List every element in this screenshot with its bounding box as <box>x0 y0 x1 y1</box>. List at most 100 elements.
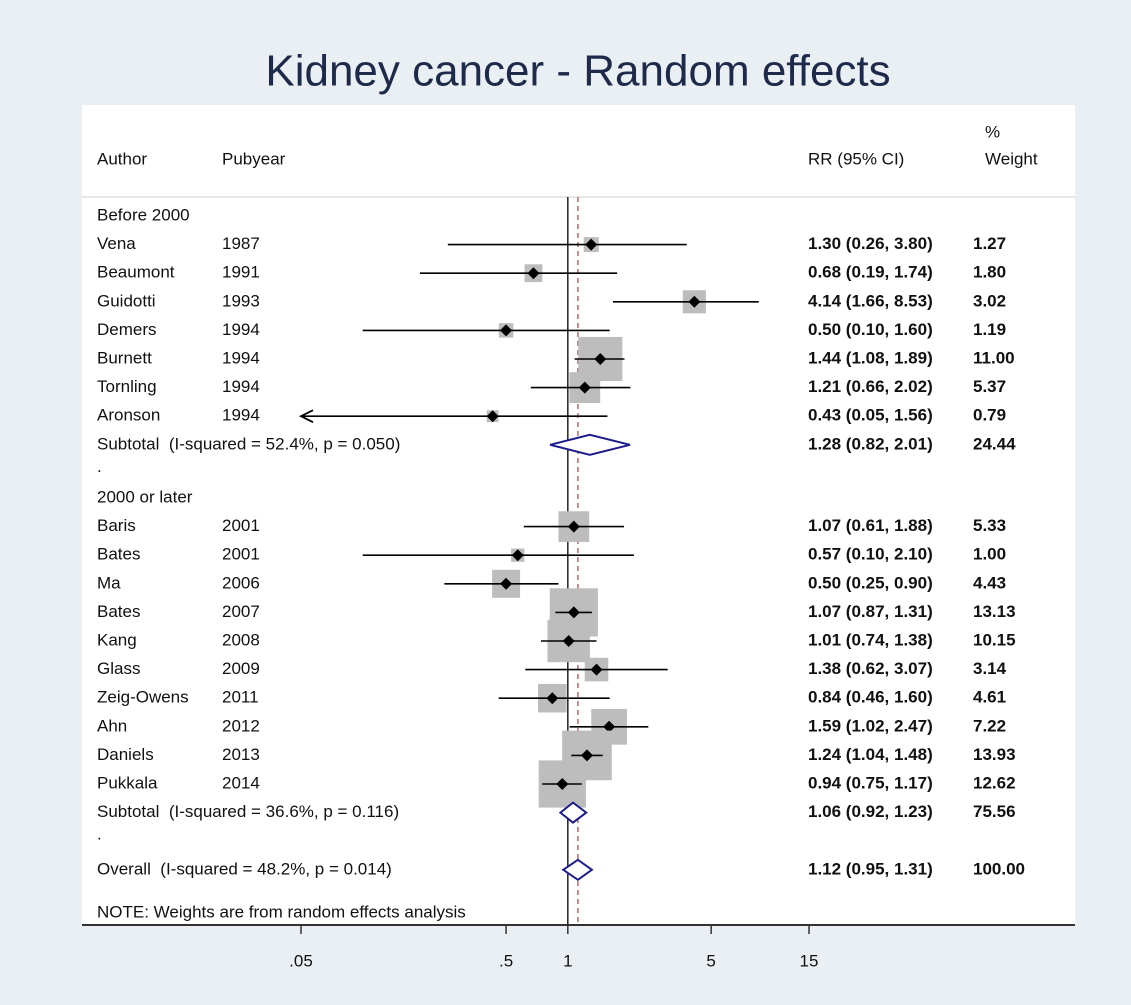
year: 2009 <box>222 659 260 678</box>
author: Bates <box>97 602 140 621</box>
note: NOTE: Weights are from random effects an… <box>97 902 466 921</box>
weight-label: 5.33 <box>973 516 1006 535</box>
column-header: RR (95% CI) <box>808 149 904 168</box>
column-header: Author <box>97 149 147 168</box>
rr-label: 1.01 (0.74, 1.38) <box>808 630 933 649</box>
point <box>585 238 598 251</box>
year: 1991 <box>222 263 260 282</box>
x-tick-label: 5 <box>706 951 715 970</box>
year: 1994 <box>222 320 260 339</box>
x-tick-label: 15 <box>800 951 819 970</box>
rr-label: 0.68 (0.19, 1.74) <box>808 263 933 282</box>
separator: . <box>97 825 102 844</box>
year: 1987 <box>222 234 260 253</box>
rr-label: 0.84 (0.46, 1.60) <box>808 688 933 707</box>
point <box>562 635 575 647</box>
column-header: % <box>985 122 1000 141</box>
point <box>556 778 569 790</box>
author: Ma <box>97 573 121 592</box>
year: 1994 <box>222 377 260 396</box>
author: Bates <box>97 545 140 564</box>
weight-label: 1.00 <box>973 545 1006 564</box>
group-name: Before 2000 <box>97 205 190 224</box>
pooled-label: Subtotal (I-squared = 52.4%, p = 0.050) <box>97 434 400 453</box>
weight-label: 4.43 <box>973 573 1006 592</box>
author: Guidotti <box>97 291 156 310</box>
pooled-diamond <box>558 801 588 824</box>
point <box>500 324 513 337</box>
x-tick-label: .5 <box>499 951 513 970</box>
weight-label: 4.61 <box>973 688 1006 707</box>
weight-label: 11.00 <box>973 348 1015 367</box>
rr-label: 0.94 (0.75, 1.17) <box>808 773 933 792</box>
weight-label: 1.19 <box>973 320 1006 339</box>
year: 2008 <box>222 630 260 649</box>
author: Baris <box>97 516 136 535</box>
rr-label: 0.43 (0.05, 1.56) <box>808 406 933 425</box>
point <box>567 606 580 619</box>
point <box>590 663 603 676</box>
author: Ahn <box>97 716 127 735</box>
year: 2006 <box>222 573 260 592</box>
author: Kang <box>97 630 137 649</box>
ci-arrow <box>298 409 314 424</box>
weight-label: 24.44 <box>973 434 1016 453</box>
year: 2012 <box>222 716 260 735</box>
x-tick-label: .05 <box>289 951 313 970</box>
weight-label: 13.13 <box>973 602 1016 621</box>
rr-label: 0.57 (0.10, 2.10) <box>808 545 933 564</box>
author: Aronson <box>97 406 160 425</box>
rr-label: 1.30 (0.26, 3.80) <box>808 234 933 253</box>
point <box>511 549 524 562</box>
point <box>688 295 701 308</box>
pooled-diamond <box>549 433 631 456</box>
weight-label: 10.15 <box>973 630 1016 649</box>
author: Glass <box>97 659 140 678</box>
year: 1993 <box>222 291 260 310</box>
year: 1994 <box>222 348 260 367</box>
weight-label: 3.14 <box>973 659 1007 678</box>
pooled-label: Overall (I-squared = 48.2%, p = 0.014) <box>97 859 392 878</box>
point <box>486 410 499 423</box>
year: 2001 <box>222 516 260 535</box>
weight-label: 7.22 <box>973 716 1006 735</box>
author: Daniels <box>97 745 154 764</box>
point <box>578 381 591 394</box>
rr-label: 1.07 (0.87, 1.31) <box>808 602 933 621</box>
rr-label: 1.21 (0.66, 2.02) <box>808 377 933 396</box>
column-header: Pubyear <box>222 149 286 168</box>
point <box>546 692 559 705</box>
year: 1994 <box>222 406 260 425</box>
x-tick-label: 1 <box>563 951 572 970</box>
weight-label: 1.80 <box>973 263 1006 282</box>
year: 2011 <box>222 688 259 707</box>
author: Vena <box>97 234 136 253</box>
year: 2001 <box>222 545 260 564</box>
weight-label: 3.02 <box>973 291 1006 310</box>
weight-label: 75.56 <box>973 802 1016 821</box>
author: Tornling <box>97 377 157 396</box>
rr-label: 1.28 (0.82, 2.01) <box>808 434 933 453</box>
point <box>603 720 616 733</box>
rr-label: 1.07 (0.61, 1.88) <box>808 516 933 535</box>
weight-label: 12.62 <box>973 773 1016 792</box>
rr-label: 1.06 (0.92, 1.23) <box>808 802 933 821</box>
author: Demers <box>97 320 157 339</box>
author: Burnett <box>97 348 152 367</box>
weight-label: 100.00 <box>973 859 1025 878</box>
rr-label: 1.24 (1.04, 1.48) <box>808 745 933 764</box>
year: 2007 <box>222 602 260 621</box>
column-header: Weight <box>985 149 1038 168</box>
group-name: 2000 or later <box>97 487 193 506</box>
rr-label: 0.50 (0.10, 1.60) <box>808 320 933 339</box>
rr-label: 4.14 (1.66, 8.53) <box>808 291 933 310</box>
pooled-diamond <box>561 858 594 882</box>
point <box>527 267 540 280</box>
rr-label: 1.12 (0.95, 1.31) <box>808 859 933 878</box>
rr-label: 1.59 (1.02, 2.47) <box>808 716 933 735</box>
rr-label: 1.38 (0.62, 3.07) <box>808 659 933 678</box>
point <box>500 577 513 590</box>
separator: . <box>97 457 102 476</box>
